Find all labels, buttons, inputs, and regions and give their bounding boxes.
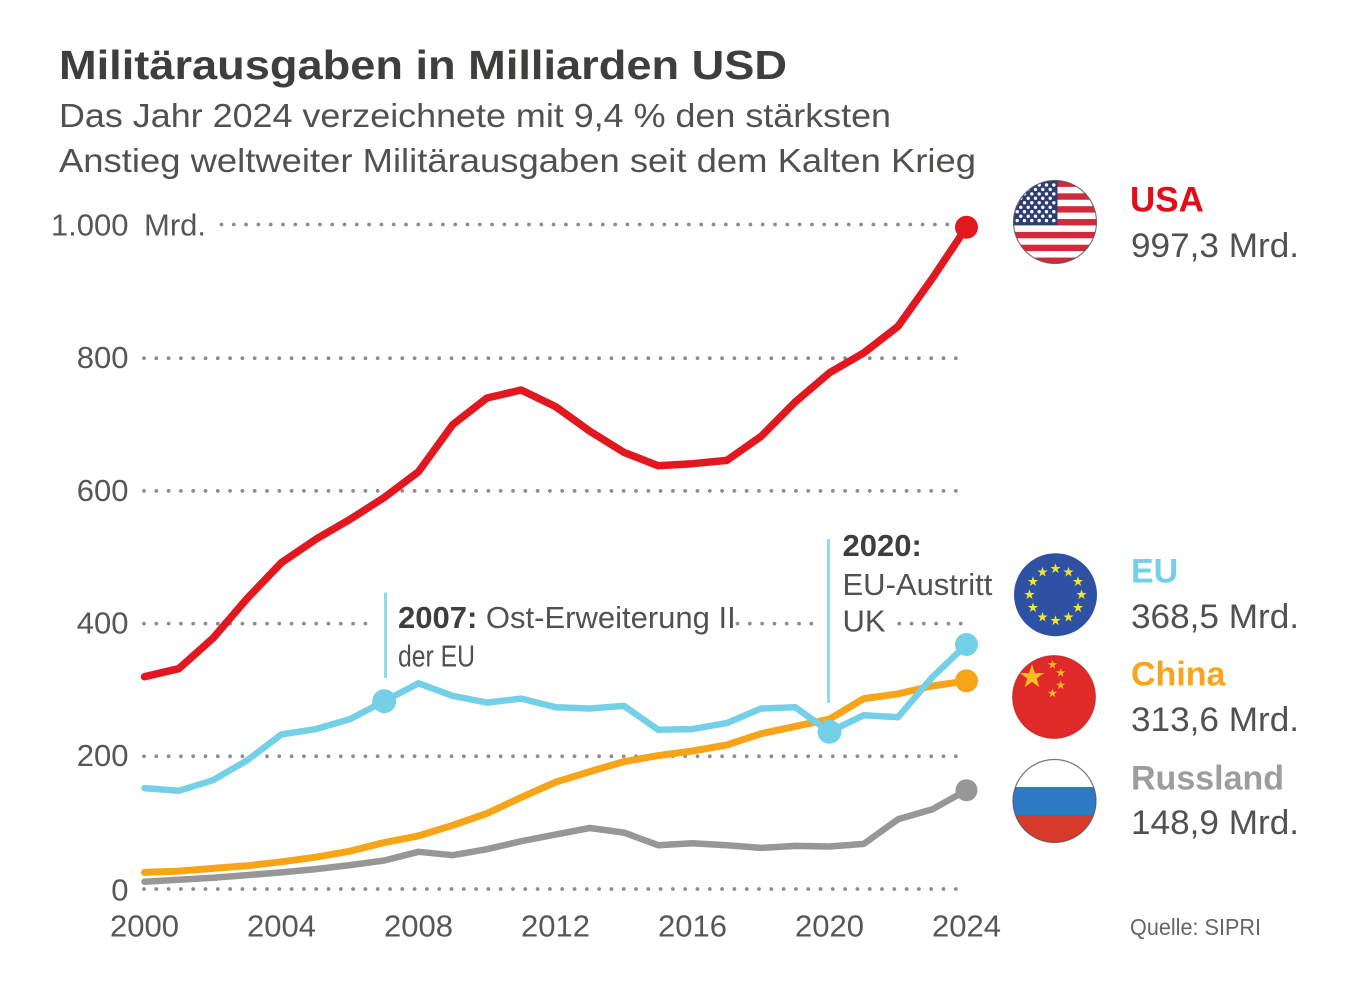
svg-text:600: 600	[77, 473, 129, 508]
svg-text:Mrd.: Mrd.	[144, 207, 206, 242]
svg-text:2020:: 2020:	[843, 528, 922, 563]
svg-text:2000: 2000	[110, 909, 179, 944]
svg-text:Das Jahr 2024 verzeichnete mit: Das Jahr 2024 verzeichnete mit 9,4 % den…	[59, 97, 891, 134]
svg-text:400: 400	[77, 606, 129, 641]
svg-text:EU-Austritt: EU-Austritt	[843, 567, 993, 602]
svg-text:UK: UK	[843, 604, 886, 639]
svg-text:800: 800	[77, 340, 129, 375]
svg-text:2012: 2012	[521, 909, 590, 944]
svg-text:EU: EU	[1131, 553, 1178, 591]
svg-text:200: 200	[77, 738, 129, 773]
svg-text:2020: 2020	[795, 909, 864, 944]
svg-text:2008: 2008	[384, 909, 453, 944]
svg-text:2024: 2024	[932, 909, 1001, 944]
svg-text:1.000: 1.000	[51, 207, 129, 242]
svg-text:368,5 Mrd.: 368,5 Mrd.	[1131, 598, 1299, 636]
svg-text:313,6 Mrd.: 313,6 Mrd.	[1131, 701, 1299, 739]
svg-text:Quelle: SIPRI: Quelle: SIPRI	[1130, 914, 1261, 940]
svg-text:USA: USA	[1130, 181, 1204, 220]
svg-text:Militärausgaben in Milliarden: Militärausgaben in Milliarden USD	[59, 42, 787, 88]
svg-text:0: 0	[111, 873, 128, 908]
svg-text:2004: 2004	[247, 909, 316, 944]
svg-text:Russland: Russland	[1131, 760, 1284, 798]
svg-text:der EU: der EU	[398, 639, 475, 674]
svg-text:2007: Ost-Erweiterung II: 2007: Ost-Erweiterung II	[398, 600, 736, 635]
svg-text:2016: 2016	[658, 909, 727, 944]
svg-text:China: China	[1131, 656, 1227, 694]
svg-text:997,3 Mrd.: 997,3 Mrd.	[1131, 227, 1299, 265]
svg-text:148,9 Mrd.: 148,9 Mrd.	[1131, 804, 1299, 842]
svg-text:Anstieg weltweiter Militärausg: Anstieg weltweiter Militärausgaben seit …	[59, 142, 976, 179]
